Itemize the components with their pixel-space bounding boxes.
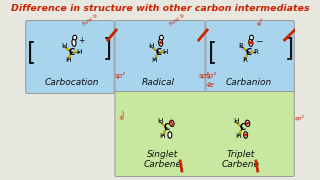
Circle shape [172, 124, 173, 126]
Text: C: C [239, 123, 245, 132]
Text: H: H [235, 133, 241, 139]
Ellipse shape [72, 39, 76, 46]
Text: Carbanion: Carbanion [225, 78, 271, 87]
Ellipse shape [244, 132, 248, 138]
Circle shape [247, 122, 248, 124]
Text: Singlet
Carbene: Singlet Carbene [144, 150, 181, 169]
Circle shape [164, 131, 165, 133]
Ellipse shape [168, 132, 172, 138]
Circle shape [238, 124, 240, 126]
Text: C: C [68, 48, 75, 57]
Text: H: H [233, 118, 238, 125]
Text: sp²: sp² [205, 72, 216, 79]
Text: sp³: sp³ [199, 72, 210, 79]
Text: sp³: sp³ [255, 17, 266, 27]
Circle shape [67, 48, 68, 50]
Text: Difference in structure with other carbon intermediates: Difference in structure with other carbo… [11, 4, 309, 13]
Text: func b: func b [82, 13, 99, 27]
Text: C: C [245, 48, 252, 57]
Circle shape [170, 121, 172, 123]
Text: Radical: Radical [142, 78, 175, 87]
Text: sp²: sp² [118, 110, 128, 121]
Circle shape [69, 55, 70, 57]
Text: H: H [65, 57, 70, 63]
Circle shape [161, 51, 163, 53]
Circle shape [244, 48, 245, 50]
Text: [: [ [28, 40, 36, 64]
Circle shape [246, 55, 247, 57]
Text: [: [ [208, 40, 217, 64]
Ellipse shape [159, 39, 163, 46]
Text: ]: ] [285, 36, 294, 60]
FancyBboxPatch shape [115, 21, 205, 93]
Circle shape [245, 134, 246, 136]
Ellipse shape [249, 39, 253, 46]
Text: H: H [157, 118, 162, 125]
Circle shape [160, 42, 162, 44]
Text: Triplet
Carbene: Triplet Carbene [222, 150, 260, 169]
Text: +: + [79, 36, 85, 45]
Text: R: R [238, 43, 243, 50]
Text: Carbocation: Carbocation [44, 78, 99, 87]
Text: C: C [164, 123, 170, 132]
Text: H: H [163, 49, 168, 55]
Circle shape [74, 51, 76, 53]
Circle shape [163, 124, 164, 126]
FancyBboxPatch shape [206, 21, 294, 93]
Text: C: C [155, 48, 161, 57]
Text: sp²: sp² [295, 115, 304, 121]
FancyBboxPatch shape [26, 21, 114, 93]
Text: H: H [152, 57, 157, 63]
FancyBboxPatch shape [115, 91, 294, 177]
Circle shape [156, 55, 157, 57]
Ellipse shape [73, 35, 77, 40]
Text: H: H [159, 133, 165, 139]
Circle shape [251, 42, 253, 44]
Text: H: H [61, 43, 67, 50]
Text: func b: func b [168, 13, 185, 27]
Text: H: H [148, 43, 153, 50]
Text: 4e: 4e [205, 82, 214, 88]
Circle shape [251, 51, 253, 53]
Circle shape [239, 131, 241, 133]
Ellipse shape [250, 35, 253, 40]
Text: −: − [255, 36, 262, 45]
Text: H: H [76, 49, 81, 55]
Circle shape [154, 48, 155, 50]
Text: R: R [242, 57, 247, 63]
Ellipse shape [159, 35, 164, 40]
Text: ]: ] [103, 36, 112, 60]
Circle shape [249, 42, 251, 44]
Text: R: R [253, 49, 258, 55]
Ellipse shape [170, 120, 174, 127]
Ellipse shape [245, 120, 250, 127]
Text: sp²: sp² [115, 72, 125, 79]
